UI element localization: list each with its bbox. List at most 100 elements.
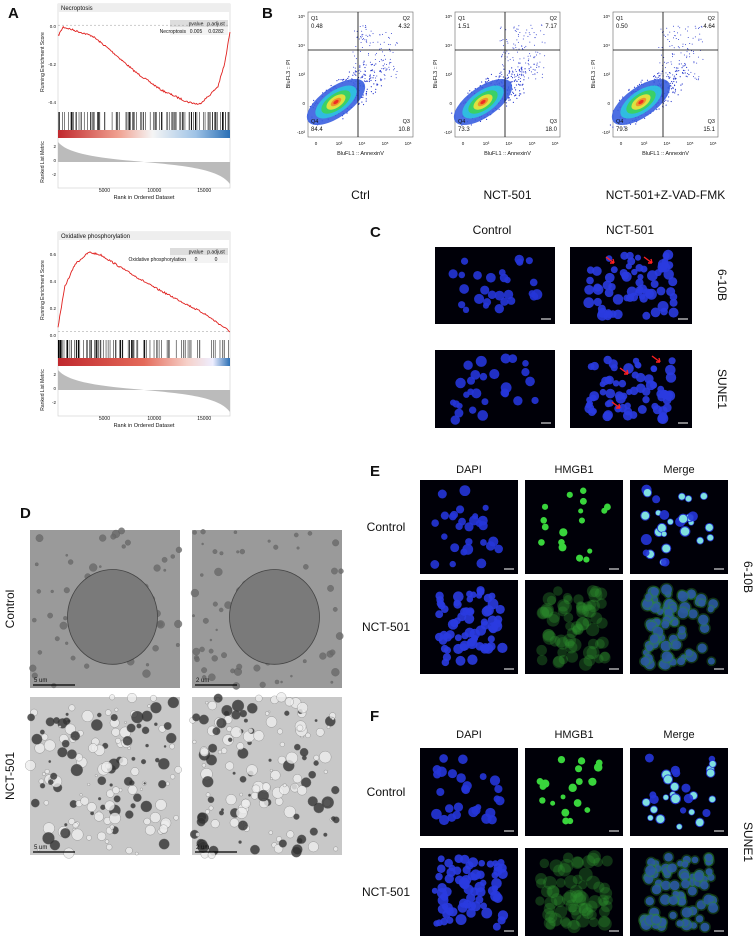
event-dot (659, 62, 661, 64)
nucleus (657, 301, 669, 313)
event-dot (394, 68, 396, 70)
vacuole (292, 844, 303, 855)
event-dot (674, 70, 677, 72)
nucleus (668, 895, 678, 905)
hmgb1-diffuse (567, 903, 577, 913)
event-dot (518, 62, 520, 64)
vacuole (131, 756, 136, 761)
event-dot (498, 108, 500, 110)
hmgb1-diffuse (537, 607, 550, 619)
event-dot (535, 51, 537, 53)
vacuole (127, 785, 138, 795)
event-dot (513, 43, 515, 45)
es-curve (57, 25, 231, 105)
x-tick: 10⁴ (664, 141, 671, 146)
event-dot (361, 47, 363, 49)
event-dot (666, 62, 668, 64)
event-dot (689, 56, 691, 58)
event-dot (529, 34, 531, 36)
event-dot (364, 39, 366, 41)
hmgb1-diffuse (553, 586, 563, 596)
hmgb1-nuclear (709, 760, 716, 768)
hmgb1-diffuse (638, 655, 651, 668)
event-dot (372, 77, 374, 79)
event-dot (609, 124, 611, 126)
nucleus (669, 658, 677, 666)
nucleus (657, 413, 669, 424)
event-dot (694, 77, 696, 79)
vacuole (308, 841, 319, 853)
quadrant-value: 7.17 (545, 24, 557, 30)
nucleus (642, 598, 653, 608)
nucleus (503, 289, 514, 300)
vacuole (60, 828, 71, 839)
event-dot (514, 44, 516, 46)
hmgb1-nuclear (705, 523, 713, 532)
organelle (175, 546, 183, 553)
quadrant-label: Q4 (616, 119, 623, 125)
metric-tick: 2 (53, 144, 56, 149)
hmgb1-diffuse (550, 893, 563, 906)
hmgb1-diffuse (574, 891, 589, 906)
vacuole (155, 799, 167, 811)
event-dot (517, 28, 519, 30)
nucleus (644, 289, 655, 299)
nucleus (620, 392, 628, 400)
hmgb1-diffuse (668, 879, 681, 892)
quadrant-label: Q4 (458, 119, 465, 125)
event-dot (384, 55, 386, 57)
event-dot (671, 52, 673, 54)
event-dot (667, 74, 669, 76)
organelle (209, 638, 213, 642)
hmgb1-diffuse (566, 627, 578, 639)
vacuole (221, 704, 233, 717)
hmgb1-diffuse (543, 917, 556, 930)
organelle (200, 529, 206, 535)
vacuole (61, 739, 70, 748)
vacuole (163, 745, 167, 748)
event-dot (518, 48, 520, 50)
hmgb1-diffuse (581, 907, 594, 919)
hmgb1-nuclear (587, 548, 593, 554)
event-dot (668, 77, 670, 79)
vacuole (106, 789, 115, 798)
event-dot (365, 80, 367, 83)
metric-tick: -2 (52, 172, 56, 177)
event-dot (674, 75, 676, 77)
vacuole (125, 847, 133, 855)
vacuole (41, 733, 49, 741)
density-contour (333, 99, 339, 105)
hmgb1-diffuse (544, 910, 558, 924)
event-dot (521, 71, 523, 73)
hmgb1-diffuse (582, 855, 596, 869)
event-dot (366, 88, 368, 90)
hmgb1-diffuse (586, 585, 599, 598)
event-dot (393, 65, 395, 67)
scale-label: 2 um (196, 678, 209, 684)
hmgb1-diffuse (565, 641, 578, 654)
vacuole (195, 832, 200, 837)
event-dot (511, 67, 513, 69)
event-dot (389, 50, 391, 52)
nucleus (525, 376, 535, 387)
nucleus (587, 363, 595, 370)
event-dot (678, 70, 680, 72)
x-tick: 10000 (147, 188, 161, 194)
event-dot (508, 70, 510, 72)
event-dot (495, 75, 497, 78)
event-dot (469, 90, 471, 92)
event-dot (379, 60, 381, 62)
event-dot (374, 79, 377, 82)
hmgb1-nuclear (550, 800, 556, 806)
event-dot (374, 71, 376, 73)
nucleus (694, 871, 704, 881)
hmgb1-nuclear (539, 797, 546, 804)
hmgb1-diffuse (553, 864, 566, 877)
quadrant-value: 15.1 (703, 127, 715, 133)
organelle (37, 650, 43, 655)
nucleus (460, 257, 469, 265)
sample-name: Ctrl (351, 188, 370, 202)
row-label: Control (367, 520, 406, 534)
event-dot (681, 83, 683, 85)
hmgb1-nuclear (709, 796, 716, 803)
